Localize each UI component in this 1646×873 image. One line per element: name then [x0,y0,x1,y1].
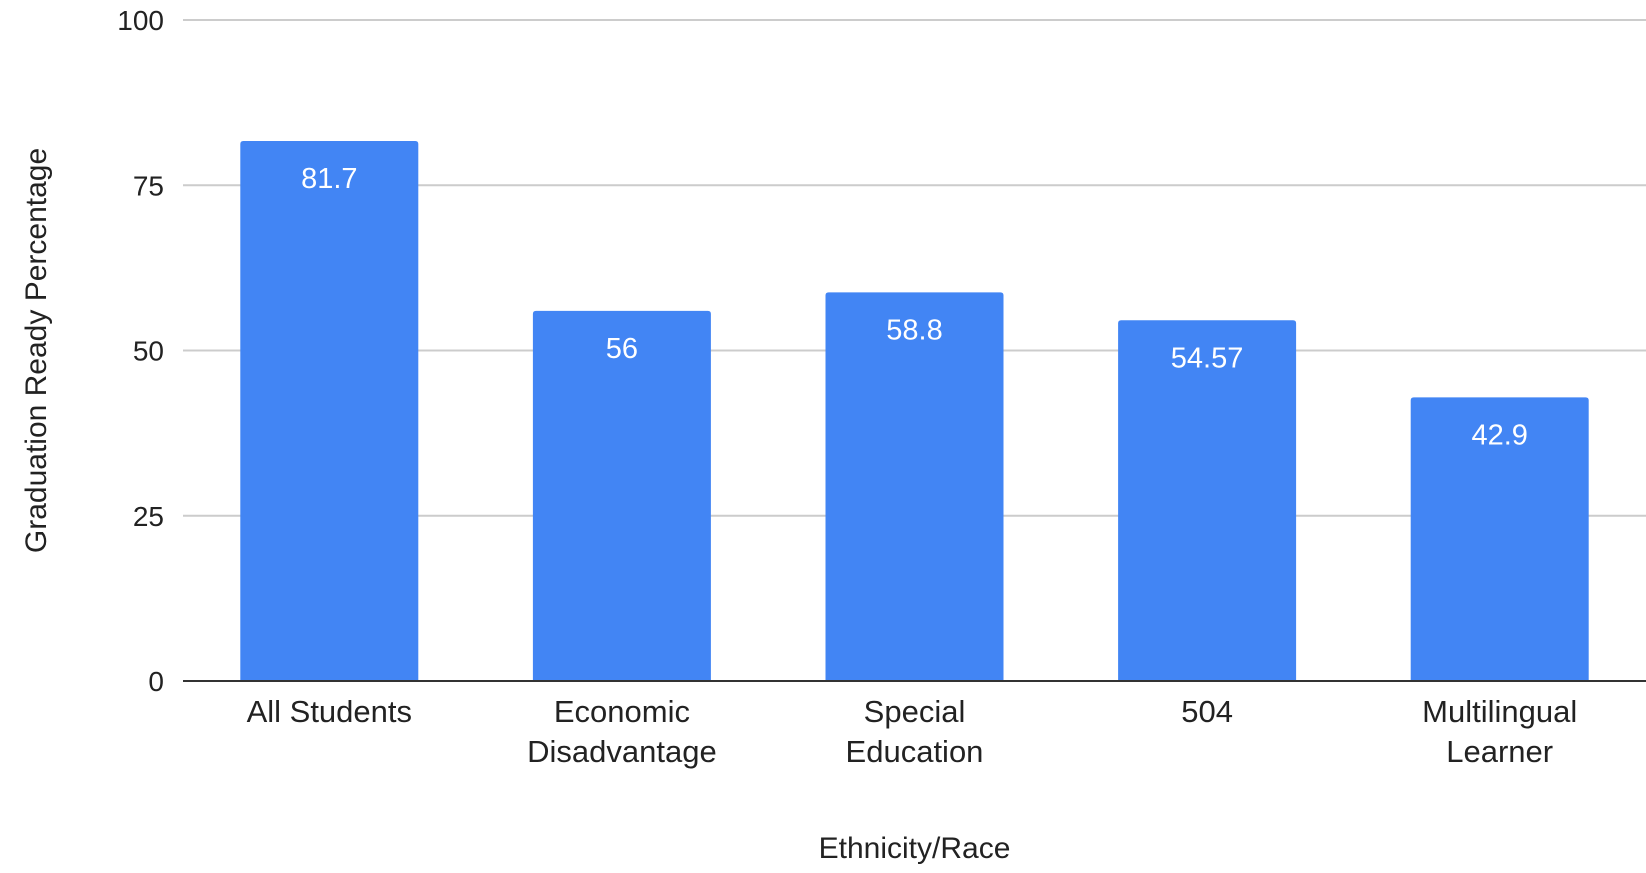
y-tick-label: 0 [148,666,164,697]
y-axis-title: Graduation Ready Percentage [20,148,53,553]
y-tick-label: 25 [133,501,164,532]
x-tick-label-line: Education [846,734,984,769]
x-tick-label-line: Learner [1446,734,1553,769]
x-tick-label-line: Disadvantage [527,734,717,769]
bar [533,311,711,681]
data-label: 54.57 [1171,342,1244,374]
x-axis-ticks: All Students Economic Disadvantage Special E… [247,694,1578,769]
x-tick-label-line: Economic [554,694,690,729]
bar [240,141,418,681]
y-tick-label: 50 [133,336,164,367]
x-axis-title: Ethnicity/Race [819,832,1011,865]
data-label: 58.8 [886,314,942,346]
x-tick-label: Multilingual Learner [1422,694,1577,769]
y-tick-label: 100 [117,5,164,36]
data-label: 81.7 [301,163,357,195]
y-tick-label: 75 [133,170,164,201]
x-tick-label: 504 [1181,694,1233,729]
x-tick-label-line: Special [864,694,966,729]
x-tick-label-line: 504 [1181,694,1233,729]
x-tick-label: Special Education [846,694,984,769]
x-tick-label: Economic Disadvantage [527,694,717,769]
x-tick-label-line: Multilingual [1422,694,1577,729]
bar [826,292,1004,681]
y-axis-ticks: 0 25 50 75 100 [117,5,164,697]
bar [1118,320,1296,681]
data-label: 56 [606,333,638,365]
bars: 81.7 56 58.8 54.57 42.9 [240,141,1588,681]
x-tick-label-line: All Students [247,694,412,729]
data-label: 42.9 [1471,419,1527,451]
x-tick-label: All Students [247,694,412,729]
